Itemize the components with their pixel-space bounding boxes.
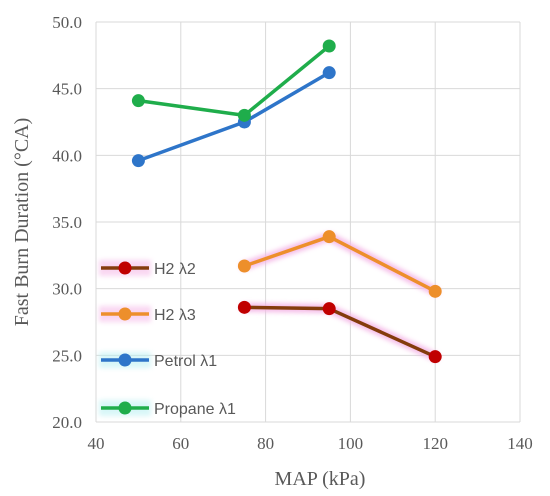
data-point <box>322 230 336 244</box>
x-tick-label: 100 <box>338 434 364 453</box>
data-point <box>428 284 442 298</box>
series-3 <box>131 39 336 122</box>
series-2 <box>131 66 336 168</box>
legend-item: H2 λ2 <box>99 260 196 278</box>
series-glow <box>239 232 440 296</box>
x-tick-label: 140 <box>507 434 533 453</box>
y-axis-title: Fast Burn Duration (°CA) <box>11 118 33 327</box>
data-point <box>237 300 251 314</box>
y-tick-label: 25.0 <box>52 346 82 365</box>
legend-item: Propane λ1 <box>99 400 236 418</box>
y-axis-ticks: 20.0 25.0 30.0 35.0 40.0 45.0 50.0 <box>52 13 82 432</box>
legend-label: H2 λ3 <box>154 307 196 324</box>
legend-marker <box>118 307 132 321</box>
legend-item: H2 λ3 <box>99 306 196 324</box>
legend: H2 λ2 H2 λ3 Petrol λ1 Propane λ1 <box>99 260 236 418</box>
data-point <box>428 350 442 364</box>
data-point <box>237 259 251 273</box>
x-axis-title: MAP (kPa) <box>275 468 366 490</box>
data-point <box>322 302 336 316</box>
x-tick-label: 40 <box>88 434 105 453</box>
legend-label: H2 λ2 <box>154 261 196 278</box>
legend-marker <box>118 353 132 367</box>
x-axis-ticks: 40 60 80 100 120 140 <box>88 434 533 453</box>
x-tick-label: 60 <box>172 434 189 453</box>
series-line <box>136 44 331 118</box>
y-tick-label: 35.0 <box>52 213 82 232</box>
y-tick-label: 20.0 <box>52 413 82 432</box>
y-tick-label: 50.0 <box>52 13 82 32</box>
gridlines <box>95 21 521 423</box>
y-tick-label: 40.0 <box>52 146 82 165</box>
series-layer <box>131 39 442 364</box>
series-0 <box>237 300 442 364</box>
y-tick-label: 45.0 <box>52 80 82 99</box>
legend-item: Petrol λ1 <box>99 352 217 370</box>
x-tick-label: 80 <box>257 434 274 453</box>
series-line <box>242 305 437 359</box>
data-point <box>237 108 251 122</box>
data-point <box>322 39 336 53</box>
x-tick-label: 120 <box>422 434 448 453</box>
data-point <box>131 94 145 108</box>
legend-label: Propane λ1 <box>154 401 236 418</box>
legend-marker <box>118 261 132 275</box>
series-1 <box>237 230 442 298</box>
data-point <box>322 66 336 80</box>
legend-label: Petrol λ1 <box>154 353 217 370</box>
series-line <box>136 70 331 163</box>
y-tick-label: 30.0 <box>52 280 82 299</box>
data-point <box>131 154 145 168</box>
legend-marker <box>118 401 132 415</box>
